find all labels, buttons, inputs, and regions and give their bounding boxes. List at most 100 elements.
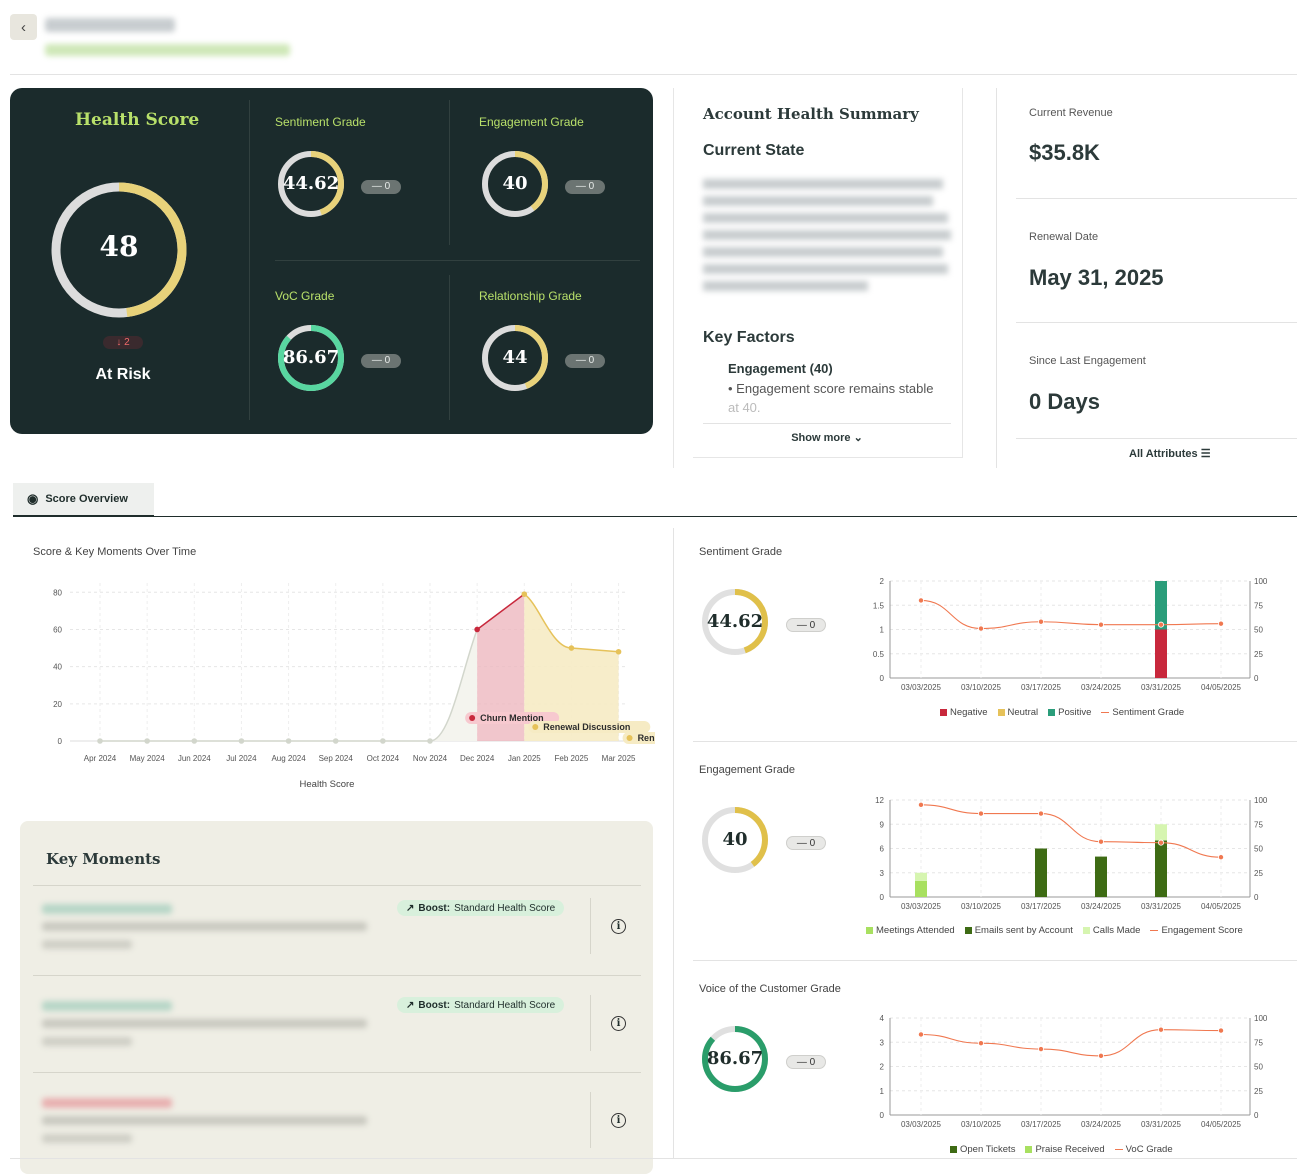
gauge-fill — [702, 807, 768, 873]
bar-emails-sent-by-account[interactable] — [1155, 840, 1167, 897]
bar-calls-made[interactable] — [1155, 824, 1167, 841]
info-icon[interactable]: i — [611, 1113, 626, 1128]
all-attributes-button[interactable]: All Attributes ☰ — [1129, 448, 1211, 460]
legend-item[interactable]: Calls Made — [1082, 925, 1140, 936]
grade-point[interactable] — [1217, 854, 1224, 861]
grade-point[interactable] — [1157, 1026, 1164, 1033]
grade-point[interactable] — [1157, 839, 1164, 846]
y-right-tick-label: 100 — [1254, 577, 1268, 586]
y-tick-label: 0 — [880, 893, 885, 902]
grade-0-gauge — [278, 151, 344, 217]
list-filter-icon: ☰ — [1200, 448, 1211, 460]
breadcrumb-blurred[interactable] — [45, 44, 290, 56]
info-icon[interactable]: i — [611, 1016, 626, 1031]
legend-item[interactable]: Meetings Attended — [866, 925, 955, 936]
tab-score-overview[interactable]: ◉ Score Overview — [13, 483, 154, 517]
legend-item[interactable]: Emails sent by Account — [964, 925, 1073, 936]
score-point[interactable] — [238, 738, 245, 744]
grade-point[interactable] — [1157, 621, 1164, 628]
divider — [1016, 198, 1297, 199]
info-icon[interactable]: i — [611, 919, 626, 934]
grade-point[interactable] — [1037, 1046, 1044, 1053]
grade-point[interactable] — [1097, 838, 1104, 845]
score-point[interactable] — [332, 738, 339, 744]
grade-1-value: 40 — [502, 172, 528, 194]
trending-up-icon: ↗ — [406, 902, 415, 914]
moment-date-blurred — [42, 1134, 132, 1143]
bar-emails-sent-by-account[interactable] — [1035, 848, 1047, 898]
x-tick-label: May 2024 — [130, 754, 166, 763]
bar-meetings-attended[interactable] — [915, 880, 927, 897]
legend-item[interactable]: VoC Grade — [1114, 1144, 1173, 1155]
moment-dot — [626, 735, 633, 741]
grade-point[interactable] — [978, 1040, 985, 1047]
bar-emails-sent-by-account[interactable] — [1095, 856, 1107, 897]
boost-badge: ↗ Boost: Standard Health Score — [397, 997, 565, 1013]
grade-point[interactable] — [918, 801, 925, 808]
x-tick-label: 03/17/2025 — [1021, 683, 1062, 692]
score-point[interactable] — [615, 648, 622, 655]
grade-point[interactable] — [1037, 810, 1044, 817]
score-point[interactable] — [144, 738, 150, 744]
y-right-tick-label: 100 — [1254, 1014, 1268, 1023]
show-more-button[interactable]: Show more ⌄ — [791, 432, 863, 444]
legend-label: Positive — [1058, 707, 1092, 718]
legend-item[interactable]: Engagement Score — [1150, 925, 1243, 936]
divider — [1016, 438, 1297, 439]
y-tick-label: 1 — [880, 626, 885, 635]
grade-point[interactable] — [978, 810, 985, 817]
legend-swatch — [997, 708, 1005, 716]
score-point[interactable] — [474, 626, 480, 633]
legend-swatch — [1150, 929, 1159, 931]
legend-item[interactable]: Negative — [940, 707, 988, 718]
legend-item[interactable]: Praise Received — [1025, 1144, 1105, 1155]
score-point[interactable] — [427, 738, 433, 744]
y-right-tick-label: 75 — [1254, 1038, 1263, 1047]
grade-point[interactable] — [918, 1031, 925, 1038]
score-point[interactable] — [285, 738, 292, 744]
moment-tag[interactable] — [622, 732, 655, 744]
legend-swatch — [1101, 711, 1110, 713]
legend-item[interactable]: Neutral — [997, 707, 1038, 718]
divider — [590, 995, 591, 1051]
score-point[interactable] — [568, 645, 575, 651]
grade-point[interactable] — [978, 625, 985, 632]
grade-point[interactable] — [1097, 621, 1104, 628]
y-tick-label: 12 — [875, 796, 884, 805]
legend-item[interactable]: Sentiment Grade — [1101, 707, 1184, 718]
boost-prefix: Boost: — [418, 902, 451, 914]
health-status: At Risk — [95, 366, 151, 383]
divider — [33, 885, 641, 886]
y-tick-label: 0 — [880, 674, 885, 683]
score-point[interactable] — [191, 738, 198, 744]
x-tick-label: Oct 2024 — [367, 754, 400, 763]
legend-item[interactable]: Open Tickets — [950, 1144, 1015, 1155]
grade-point[interactable] — [918, 597, 925, 604]
legend-item[interactable]: Positive — [1048, 707, 1091, 718]
grade-point[interactable] — [1217, 620, 1224, 627]
grade-point[interactable] — [1037, 618, 1044, 625]
bar-negative[interactable] — [1155, 629, 1167, 679]
chevron-down-icon: ⌄ — [853, 432, 863, 444]
bar-positive[interactable] — [1155, 581, 1167, 630]
grade-2-value: 86.67 — [282, 346, 340, 368]
renewal-value: May 31, 2025 — [1029, 265, 1164, 290]
legend-swatch — [1048, 708, 1056, 716]
y-tick-label: 0.5 — [873, 650, 885, 659]
x-tick-label: Dec 2024 — [460, 754, 495, 763]
moment-tag[interactable] — [528, 721, 651, 733]
grade-point[interactable] — [1097, 1052, 1104, 1059]
score-point[interactable] — [521, 591, 528, 597]
legend-swatch — [950, 1145, 957, 1153]
x-tick-label: 03/24/2025 — [1081, 1120, 1122, 1129]
score-point[interactable] — [380, 738, 386, 744]
bar-calls-made[interactable] — [915, 872, 927, 881]
grade-point[interactable] — [1217, 1027, 1224, 1034]
grade-label: Relationship Grade — [479, 289, 582, 303]
grade-delta-badge: — 0 — [565, 180, 605, 194]
sentiment-delta-badge: — 0 — [786, 618, 826, 632]
health-score-title: Health Score — [75, 110, 200, 130]
back-button[interactable]: ‹ — [10, 14, 37, 40]
score-point[interactable] — [97, 738, 103, 744]
bottom-border — [10, 1158, 1297, 1159]
